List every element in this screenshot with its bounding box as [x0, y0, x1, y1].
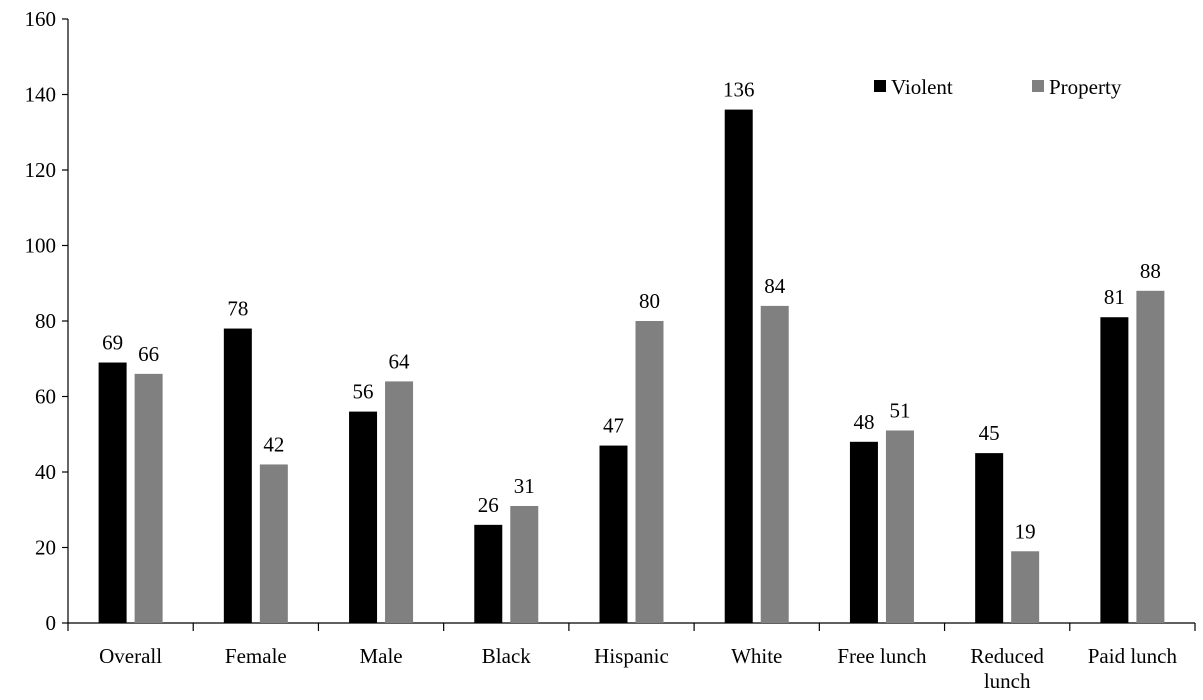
data-label-violent: 47: [603, 414, 624, 438]
data-label-property: 19: [1015, 519, 1036, 543]
bar-violent: [599, 445, 628, 623]
data-label-violent: 81: [1104, 285, 1125, 309]
bars: [98, 109, 1165, 624]
data-label-property: 66: [138, 342, 159, 366]
bar-violent: [724, 109, 753, 624]
y-tick-label: 0: [46, 611, 57, 635]
data-label-violent: 48: [853, 410, 874, 434]
data-label-property: 51: [889, 398, 910, 422]
data-label-property: 80: [639, 289, 660, 313]
data-labels: 69 66 78 42 56 64 26 31 47 80 136 84 48 51 45 19 81 88: [102, 78, 1161, 544]
bar-violent: [975, 453, 1004, 623]
bar-violent: [98, 362, 127, 623]
bar-property: [635, 321, 664, 623]
y-tick-label: 120: [25, 158, 57, 182]
data-label-violent: 26: [478, 493, 499, 517]
bar-violent: [849, 441, 878, 623]
bar-property: [885, 430, 914, 623]
y-tick-label: 100: [25, 234, 57, 258]
legend-label-violent: Violent: [891, 75, 953, 99]
data-label-property: 84: [764, 274, 786, 298]
legend: Violent Property: [874, 75, 1122, 99]
bar-property: [510, 505, 539, 623]
bar-property: [760, 305, 789, 623]
data-label-violent: 136: [723, 78, 755, 102]
data-label-violent: 69: [102, 331, 123, 355]
bar-property: [1136, 290, 1165, 623]
x-category-label: Paid lunch: [1088, 644, 1178, 668]
x-category-label: White: [731, 644, 782, 668]
bar-property: [259, 464, 288, 623]
y-tick-label: 40: [35, 460, 56, 484]
data-label-property: 42: [263, 432, 284, 456]
bar-property: [1011, 551, 1040, 623]
y-tick-label: 80: [35, 309, 56, 333]
y-tick-label: 20: [35, 536, 56, 560]
x-category-label: Free lunch: [837, 644, 927, 668]
x-category-label: Female: [225, 644, 287, 668]
bar-violent: [349, 411, 378, 623]
x-category-label: Black: [482, 644, 531, 668]
data-label-property: 64: [389, 349, 411, 373]
data-label-violent: 56: [353, 380, 374, 404]
axes: 0 20 40 60 80 100 120 140 160 Overall Female Male Bl…: [25, 7, 1196, 693]
y-tick-label: 160: [25, 7, 57, 31]
x-category-label: Hispanic: [594, 644, 669, 668]
bar-property: [134, 373, 163, 623]
x-category-label: Male: [359, 644, 402, 668]
data-label-property: 88: [1140, 259, 1161, 283]
bar-property: [385, 381, 414, 623]
y-tick-label: 60: [35, 385, 56, 409]
x-category-label: Overall: [99, 644, 162, 668]
x-category-label: Reduced: [970, 644, 1044, 668]
bar-violent: [1100, 317, 1129, 623]
bar-violent: [223, 328, 252, 623]
bar-violent: [474, 524, 503, 623]
data-label-property: 31: [514, 474, 535, 498]
legend-swatch-property: [1032, 80, 1044, 92]
legend-label-property: Property: [1049, 75, 1122, 99]
x-category-label: lunch: [984, 669, 1031, 693]
legend-swatch-violent: [874, 80, 886, 92]
y-tick-label: 140: [25, 83, 57, 107]
data-label-violent: 78: [227, 297, 248, 321]
data-label-violent: 45: [979, 421, 1000, 445]
